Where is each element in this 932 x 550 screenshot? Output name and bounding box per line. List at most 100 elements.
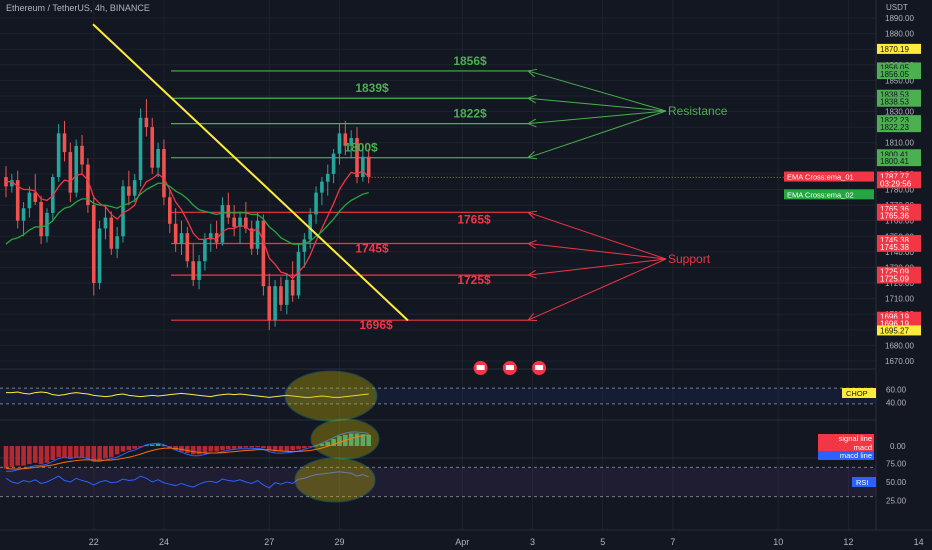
- resistance-level-label: 1800$: [344, 141, 378, 155]
- candle-body: [138, 117, 143, 181]
- time-axis-tick: 24: [159, 537, 169, 547]
- macd-histogram-bar: [360, 434, 366, 446]
- chop-axis-tick: 60.00: [886, 385, 907, 394]
- candle-body: [115, 236, 119, 249]
- macd-histogram-bar: [278, 446, 284, 452]
- resistance-level-label: 1839$: [355, 81, 389, 95]
- macd-histogram-bar: [79, 446, 85, 458]
- macd-tag-label: macd: [854, 443, 872, 452]
- price-tag-label: 1696.19: [880, 320, 909, 329]
- chop-tag-label: CHOP: [846, 389, 868, 398]
- macd-tag: [818, 434, 874, 443]
- candle-body: [121, 186, 125, 237]
- macd-histogram-bar: [73, 446, 79, 458]
- macd-histogram-bar: [319, 443, 325, 446]
- candle-body: [244, 217, 248, 229]
- macd-histogram-bar: [208, 446, 214, 452]
- ema-02-line: [5, 182, 369, 245]
- time-axis[interactable]: 22 24 27 29 Apr 3 5 7 10 12 14: [89, 537, 924, 547]
- macd-histogram-bar: [103, 446, 108, 459]
- macd-histogram-bar: [9, 446, 15, 467]
- rsi-panel: [0, 466, 876, 498]
- candle-body: [27, 192, 32, 209]
- macd-histogram-bar: [32, 446, 38, 463]
- price-axis-tick: 1710.00: [885, 295, 914, 304]
- price-tag: [877, 171, 921, 182]
- macd-histogram-bar: [56, 446, 61, 458]
- macd-histogram-bar: [302, 446, 307, 449]
- resistance-level-label: 1856$: [453, 54, 487, 68]
- chop-line: [6, 391, 369, 398]
- ema-01-line: [6, 169, 370, 280]
- level-labels: 1856$ 1839$ 1822$ 1800$ 1765$ 1745$ 1725$ 1696$…: [344, 54, 727, 332]
- macd-histogram-bar: [354, 433, 360, 446]
- candle-body: [68, 152, 73, 193]
- support-arrow-line: [527, 258, 667, 276]
- resistance-arrow-head: [526, 68, 537, 78]
- price-tag-label: 1787.77: [880, 173, 909, 182]
- price-tag: [877, 311, 921, 322]
- price-tag: [877, 149, 921, 160]
- time-axis-tick: 3: [530, 537, 535, 547]
- price-tag: [877, 325, 921, 336]
- macd-panel: [3, 431, 371, 472]
- macd-highlight-circle: [310, 418, 380, 460]
- price-tag: [877, 318, 921, 329]
- price-tag: [877, 62, 921, 73]
- price-tag: [877, 203, 921, 214]
- price-tag-label: 1822.23: [880, 123, 909, 132]
- candle-body: [132, 180, 137, 196]
- rsi-band: [0, 467, 876, 497]
- macd-histogram-bar: [290, 446, 295, 451]
- macd-histogram-bar: [21, 446, 26, 466]
- candle-body: [97, 228, 102, 284]
- macd-histogram-bar: [348, 433, 354, 446]
- price-tag: [877, 266, 921, 277]
- price-tag-label: 03:29:56: [880, 179, 912, 188]
- macd-histogram-bar: [255, 446, 260, 448]
- event-markers: [473, 361, 547, 375]
- candle-body: [33, 192, 38, 202]
- trendline-group[interactable]: [92, 23, 409, 322]
- macd-histogram-bar: [144, 445, 149, 447]
- resistance-arrow-line: [527, 110, 667, 159]
- highlight-circles: [284, 370, 380, 503]
- resistance-arrow-line: [527, 70, 667, 112]
- resistance-arrow-head: [526, 94, 537, 104]
- candle-body: [331, 153, 336, 174]
- chop-band: [0, 388, 876, 404]
- event-flag-icon: [535, 365, 544, 370]
- price-axis-tick: 1830.00: [885, 108, 914, 117]
- candle-body: [74, 145, 78, 193]
- macd-histogram-bar: [214, 446, 219, 452]
- price-tag-label: 1745.38: [880, 243, 909, 252]
- price-axis-tick: 1740.00: [885, 248, 914, 257]
- support-arrow-head: [526, 210, 537, 219]
- macd-histogram-bar: [179, 446, 184, 452]
- support-arrow-head: [526, 240, 537, 249]
- time-axis-tick: 27: [264, 537, 274, 547]
- price-axis-tick: 1810.00: [885, 139, 914, 148]
- macd-histogram-bar: [149, 444, 155, 446]
- macd-histogram-bar: [202, 446, 208, 453]
- macd-histogram-bar: [132, 446, 137, 449]
- macd-tag: [818, 443, 874, 452]
- support-level-label: 1745$: [355, 241, 389, 255]
- candle-body: [91, 205, 96, 284]
- macd-histogram-bar: [114, 446, 120, 455]
- candle-body: [144, 117, 149, 128]
- candle-body: [197, 261, 201, 280]
- macd-histogram-bar: [261, 446, 266, 449]
- macd-histogram-bar: [196, 446, 202, 455]
- macd-histogram-bar: [325, 441, 331, 446]
- time-axis-tick: 10: [773, 537, 783, 547]
- macd-histogram-bar: [296, 446, 301, 450]
- rsi-tag: [852, 477, 876, 487]
- ema-lines: [5, 169, 876, 280]
- time-axis-tick: 29: [334, 537, 344, 547]
- price-tag: [877, 235, 921, 246]
- macd-histogram-bar: [3, 446, 9, 469]
- price-tag-label: 1696.19: [880, 313, 909, 322]
- macd-histogram-bar: [272, 446, 278, 452]
